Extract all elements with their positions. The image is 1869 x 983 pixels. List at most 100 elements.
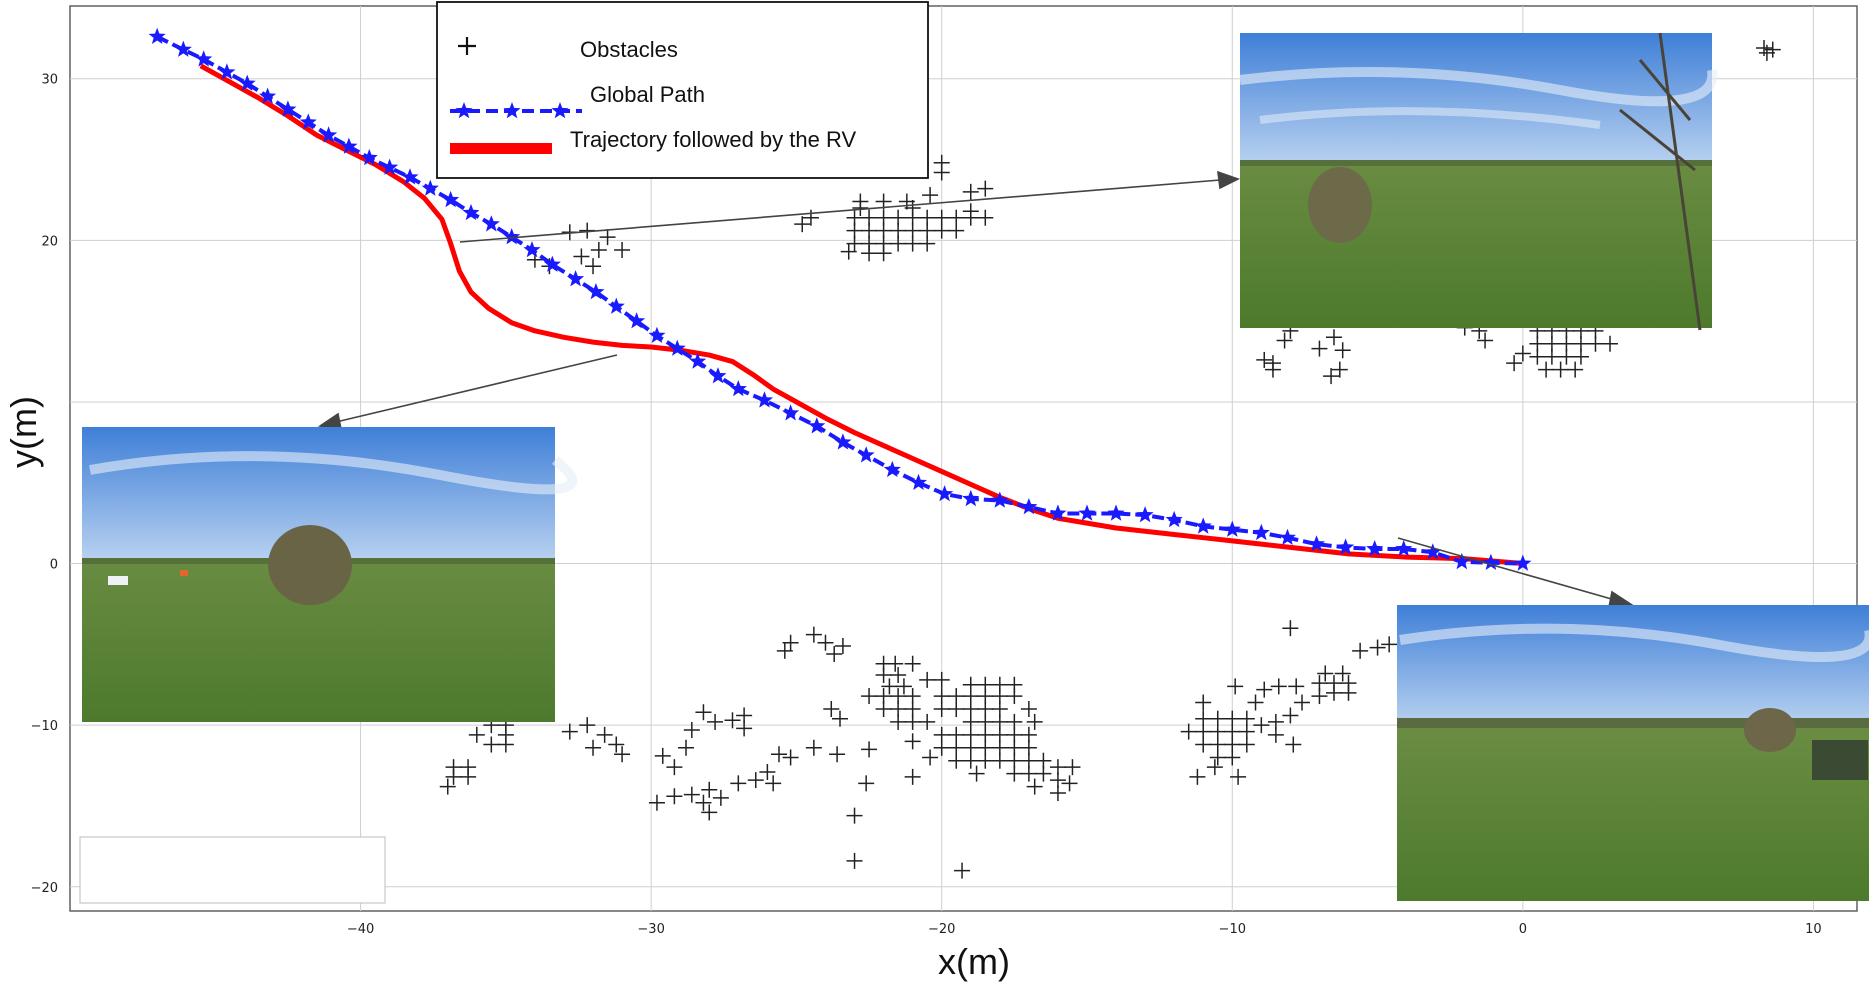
global-path-star xyxy=(834,433,852,450)
obstacle-marker xyxy=(1311,340,1328,357)
x-tick-label: −20 xyxy=(928,922,955,937)
obstacle-marker xyxy=(736,720,753,737)
photo-bottom-right xyxy=(1397,605,1869,901)
global-path-star xyxy=(401,168,419,185)
obstacle-marker xyxy=(1294,694,1311,711)
obstacle-marker xyxy=(861,245,878,262)
obstacle-marker xyxy=(1529,348,1546,365)
obstacle-marker xyxy=(834,637,851,654)
legend-star xyxy=(551,102,569,119)
obstacle-marker xyxy=(904,235,921,252)
obstacle-marker xyxy=(724,712,741,729)
obstacle-marker xyxy=(1317,665,1334,682)
legend-star xyxy=(455,102,473,119)
obstacle-marker xyxy=(770,746,787,763)
obstacle-marker xyxy=(579,717,596,734)
obstacle-marker xyxy=(1253,717,1270,734)
global-path-star xyxy=(936,485,954,502)
obstacle-marker xyxy=(1195,736,1212,753)
obstacle-marker xyxy=(1209,749,1226,766)
obstacle-marker xyxy=(861,688,878,705)
global-path-star xyxy=(340,137,358,154)
arrow-head-top xyxy=(1217,170,1241,190)
global-path-star xyxy=(299,113,317,130)
obstacle-marker xyxy=(1288,678,1305,695)
obstacle-marker xyxy=(904,733,921,750)
obstacle-marker xyxy=(608,736,625,753)
obstacle-marker xyxy=(683,786,700,803)
obstacle-marker xyxy=(826,646,843,663)
obstacle-marker xyxy=(1264,361,1281,378)
photo-left xyxy=(82,427,578,722)
obstacle-marker xyxy=(1325,329,1342,346)
obstacle-marker xyxy=(875,245,892,262)
obstacle-marker xyxy=(1256,351,1273,368)
obstacle-markers xyxy=(439,40,1781,879)
obstacle-marker xyxy=(1035,765,1052,782)
obstacle-marker xyxy=(1311,675,1328,692)
obstacle-marker xyxy=(846,852,863,869)
obstacle-marker xyxy=(805,626,822,643)
obstacle-marker xyxy=(1285,736,1302,753)
obstacle-marker xyxy=(701,781,718,798)
global-path-star xyxy=(1308,535,1326,552)
obstacle-marker xyxy=(1352,642,1369,659)
global-path-star xyxy=(462,203,480,221)
global-path-star xyxy=(421,179,439,196)
x-tick-label: −30 xyxy=(637,922,664,937)
x-tick-label: 0 xyxy=(1519,922,1527,937)
global-path-star xyxy=(567,270,585,287)
global-path-star xyxy=(1395,540,1413,557)
y-tick-label: 20 xyxy=(41,234,58,249)
obstacle-marker xyxy=(846,807,863,824)
obstacle-marker xyxy=(890,235,907,252)
global-path-star xyxy=(755,391,773,408)
y-tick-label: 0 xyxy=(50,558,58,573)
obstacle-marker xyxy=(933,739,950,756)
global-path-star xyxy=(709,367,727,384)
obstacle-marker xyxy=(1331,361,1348,378)
obstacle-marker xyxy=(1020,700,1037,717)
global-path-star xyxy=(543,255,561,272)
obstacle-marker xyxy=(1189,768,1206,785)
obstacle-marker xyxy=(776,642,793,659)
global-path-star xyxy=(442,190,460,208)
global-path-star xyxy=(1278,528,1296,545)
obstacle-marker xyxy=(1026,713,1043,730)
global-path-star xyxy=(1049,504,1067,521)
obstacle-marker xyxy=(1587,335,1604,352)
obstacle-marker xyxy=(666,759,683,776)
trajectory-line xyxy=(199,63,1524,567)
obstacle-marker xyxy=(829,746,846,763)
obstacle-marker xyxy=(802,209,819,226)
obstacle-marker xyxy=(1323,368,1340,385)
x-axis-label: x(m) xyxy=(938,941,1010,982)
global-path-star xyxy=(195,50,213,67)
global-path-star xyxy=(1136,506,1154,523)
obstacle-marker xyxy=(858,775,875,792)
obstacle-marker xyxy=(962,203,979,220)
obstacle-marker xyxy=(695,704,712,721)
global-path-star xyxy=(1453,552,1471,570)
trajectory-polyline xyxy=(199,63,1524,567)
obstacle-marker xyxy=(445,768,462,785)
obstacle-marker xyxy=(1567,361,1584,378)
obstacle-marker xyxy=(759,764,776,781)
obstacle-marker xyxy=(817,634,834,651)
obstacle-marker xyxy=(1006,765,1023,782)
global-path-star xyxy=(174,40,192,57)
obstacle-marker xyxy=(962,183,979,200)
legend-star xyxy=(503,102,521,119)
global-path-star xyxy=(668,339,686,356)
obstacle-marker xyxy=(805,739,822,756)
legend-global-path-label: Global Path xyxy=(590,82,705,107)
obstacle-marker xyxy=(712,789,729,806)
tick-labels: −40 −30 −20 −10 0 10 −20 −10 0 20 30 xyxy=(31,73,1822,937)
obstacle-marker xyxy=(895,678,912,695)
legend-obstacles-marker xyxy=(458,37,476,55)
obstacle-marker xyxy=(948,222,965,239)
obstacle-marker xyxy=(922,749,939,766)
obstacle-marker xyxy=(823,700,840,717)
global-path-star xyxy=(482,215,500,232)
obstacle-marker xyxy=(933,700,950,717)
